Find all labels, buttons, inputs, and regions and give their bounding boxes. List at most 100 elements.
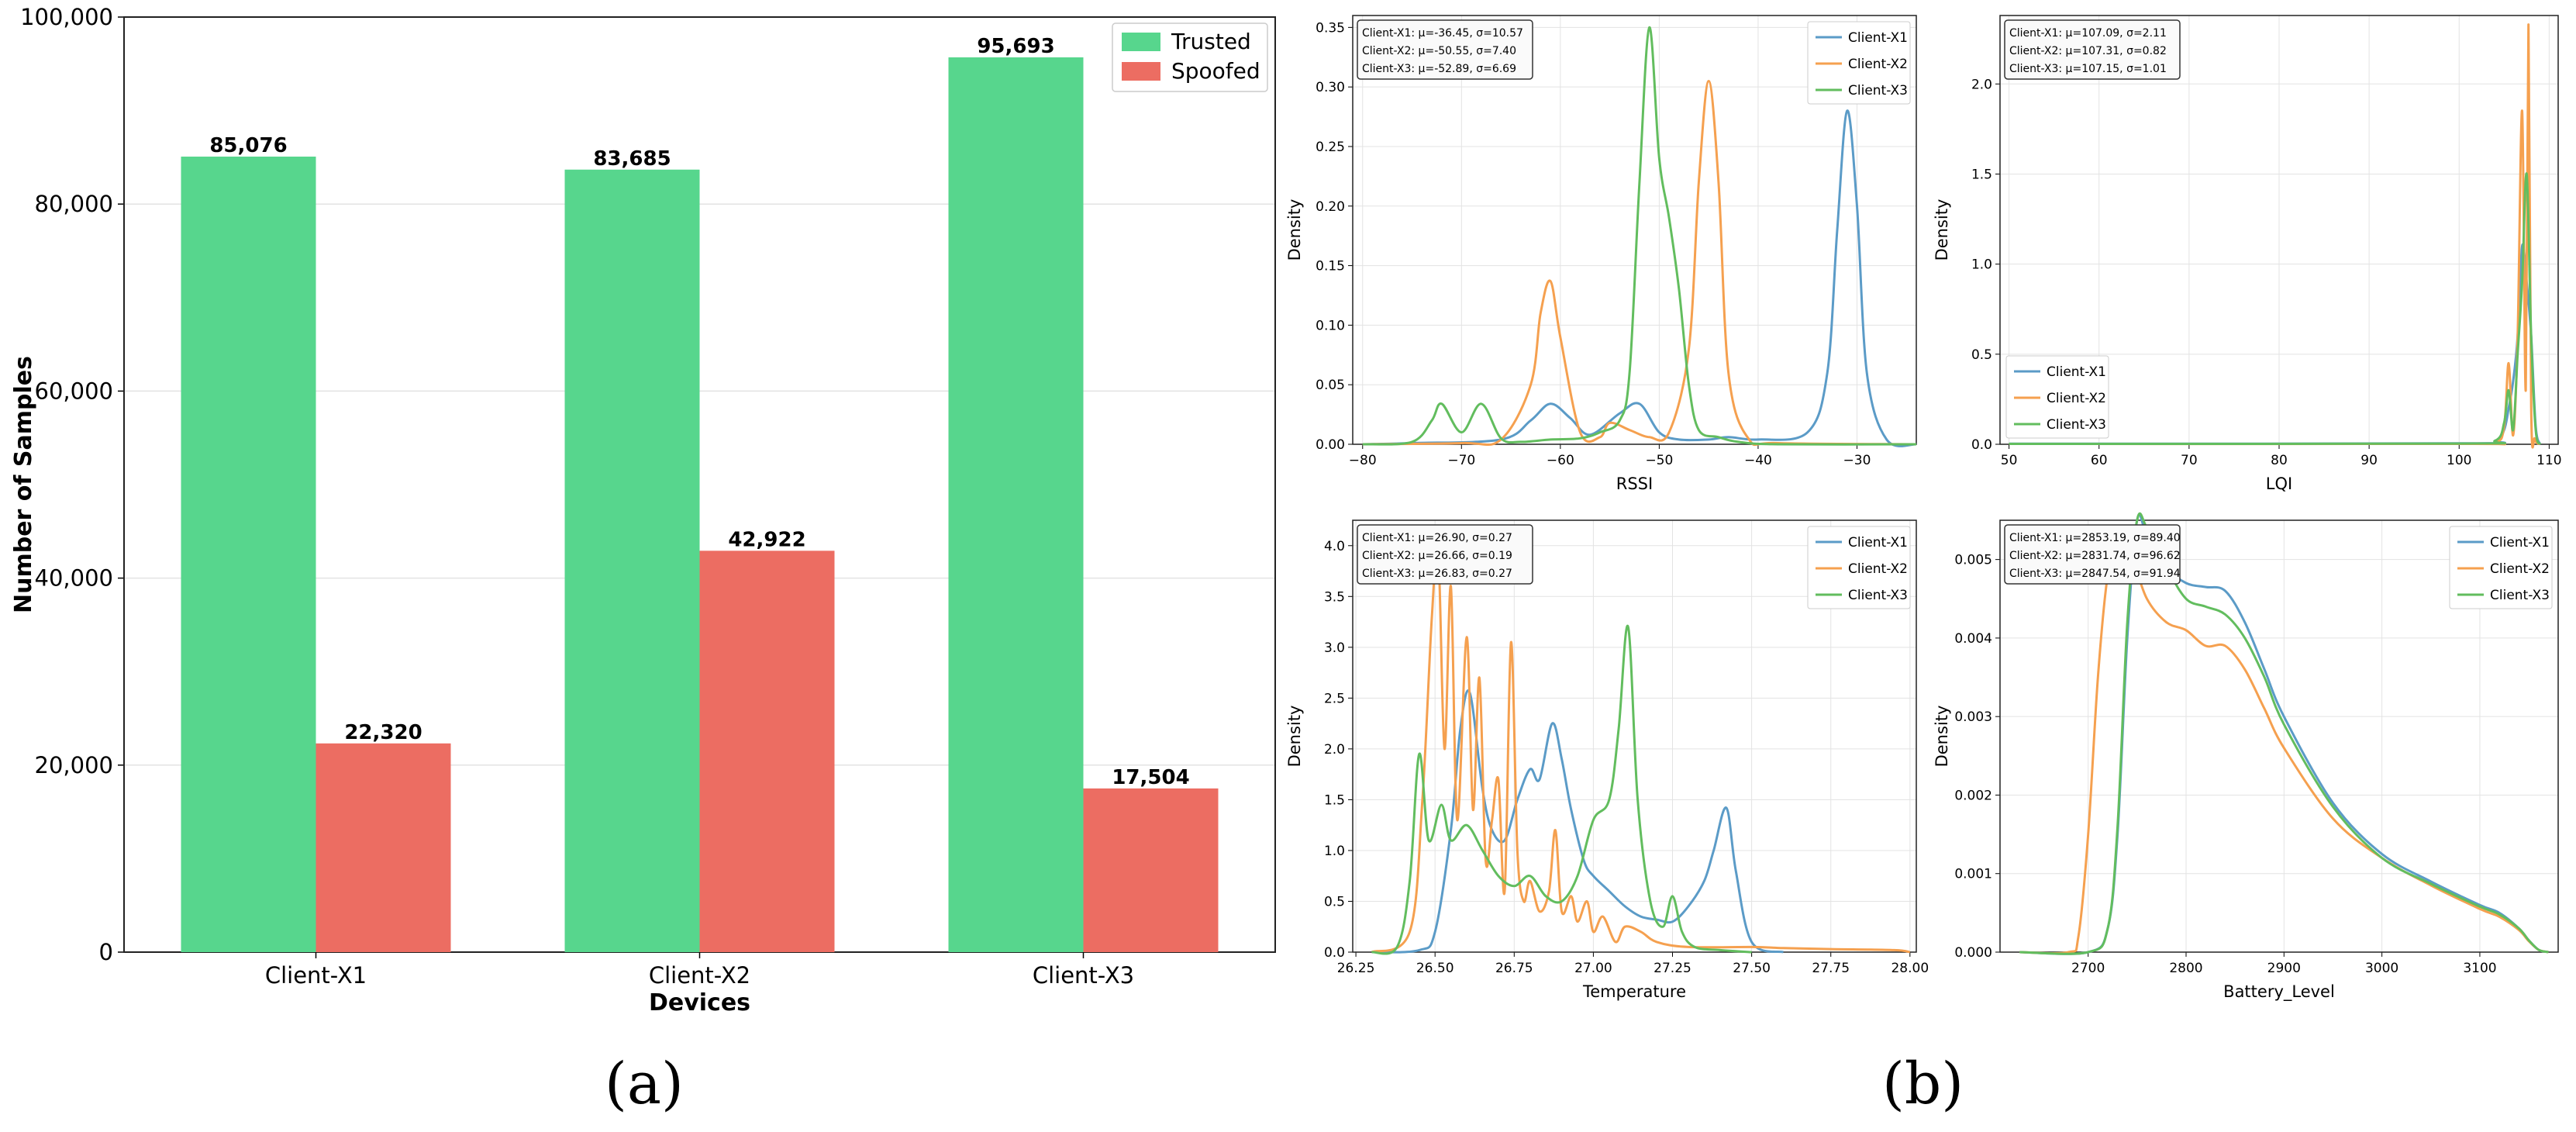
y-tick-label: 3.5 bbox=[1324, 589, 1345, 605]
stats-line: Client-X3: μ=-52.89, σ=6.69 bbox=[1362, 63, 1516, 75]
y-tick-label: 0.30 bbox=[1316, 80, 1345, 95]
plot-frame bbox=[1352, 15, 1917, 445]
legend-box bbox=[2449, 526, 2553, 609]
y-axis-label: Number of Samples bbox=[10, 356, 37, 613]
y-axis-label: Density bbox=[1933, 706, 1951, 768]
x-tick-label: 80 bbox=[2271, 453, 2288, 468]
data-label: 22,320 bbox=[344, 721, 422, 744]
series-lines bbox=[1362, 26, 1917, 447]
x-tick-label: 110 bbox=[2536, 453, 2561, 468]
legend-box bbox=[1807, 526, 1911, 609]
legend-label: Client-X3 bbox=[1848, 588, 1908, 603]
x-axis-label: Temperature bbox=[1582, 982, 1686, 1001]
x-tick-label: 26.75 bbox=[1495, 961, 1533, 976]
y-tick-label: 2.0 bbox=[1971, 77, 1992, 92]
x-tick-label: −50 bbox=[1645, 453, 1673, 468]
y-tick-label: 0 bbox=[99, 939, 113, 965]
x-axis-label: Devices bbox=[649, 989, 750, 1016]
y-tick-label: 0.15 bbox=[1316, 259, 1345, 274]
stats-line: Client-X2: μ=107.31, σ=0.82 bbox=[2009, 45, 2167, 57]
y-tick-label: 2.5 bbox=[1324, 691, 1345, 706]
y-tick-label: 0.001 bbox=[1954, 867, 1992, 882]
x-tick-label: 28.00 bbox=[1891, 961, 1929, 976]
legend-swatch bbox=[1122, 62, 1160, 81]
caption-a: (a) bbox=[605, 1051, 684, 1117]
data-label: 85,076 bbox=[209, 134, 287, 157]
x-tick-label: 90 bbox=[2360, 453, 2378, 468]
x-tick-label: 2900 bbox=[2267, 961, 2301, 976]
stats-line: Client-X1: μ=107.09, σ=2.11 bbox=[2009, 27, 2167, 40]
legend-label: Client-X2 bbox=[1848, 57, 1908, 72]
y-tick-label: 80,000 bbox=[35, 191, 113, 217]
line-client-x2 bbox=[2019, 542, 2549, 954]
line-client-x3 bbox=[1371, 624, 1752, 955]
legend-box bbox=[1807, 21, 1911, 105]
x-tick-label: 27.50 bbox=[1733, 961, 1771, 976]
y-tick-label: 0.35 bbox=[1316, 20, 1345, 36]
legend-label: Client-X2 bbox=[2490, 561, 2550, 577]
x-tick-label: Client-X3 bbox=[1033, 962, 1134, 989]
y-tick-label: 3.0 bbox=[1324, 640, 1345, 656]
line-client-x1 bbox=[1371, 689, 1784, 954]
bar-spoofed bbox=[316, 743, 451, 952]
y-axis-label: Density bbox=[1285, 199, 1304, 261]
line-client-x2 bbox=[1371, 544, 1911, 954]
legend-label: Client-X1 bbox=[1848, 535, 1908, 550]
x-tick-label: −30 bbox=[1843, 453, 1871, 468]
y-tick-label: 0.20 bbox=[1316, 199, 1345, 215]
stats-line: Client-X2: μ=-50.55, σ=7.40 bbox=[1362, 45, 1516, 57]
y-tick-label: 0.5 bbox=[1324, 894, 1345, 909]
y-tick-label: 40,000 bbox=[35, 565, 113, 592]
plot-frame bbox=[1352, 519, 1917, 953]
x-axis-label: RSSI bbox=[1616, 475, 1653, 493]
bar-spoofed bbox=[1083, 788, 1219, 952]
legend-label: Client-X3 bbox=[2490, 588, 2550, 603]
bar-trusted bbox=[564, 169, 700, 952]
x-axis-label: Battery_Level bbox=[2223, 982, 2335, 1002]
y-tick-label: 0.002 bbox=[1954, 788, 1992, 803]
legend-label: Client-X3 bbox=[2047, 417, 2106, 433]
legend-swatch bbox=[1122, 33, 1160, 51]
series-lines bbox=[1371, 544, 1911, 955]
stats-line: Client-X3: μ=26.83, σ=0.27 bbox=[1362, 568, 1512, 580]
y-tick-label: 1.5 bbox=[1324, 792, 1345, 808]
stats-line: Client-X1: μ=2853.19, σ=89.40 bbox=[2009, 532, 2181, 544]
y-tick-label: 4.0 bbox=[1324, 539, 1345, 554]
x-tick-label: 100 bbox=[2447, 453, 2471, 468]
x-tick-label: 26.50 bbox=[1416, 961, 1454, 976]
line-client-x2 bbox=[1362, 79, 1917, 447]
stats-line: Client-X3: μ=107.15, σ=1.01 bbox=[2009, 63, 2167, 75]
data-label: 17,504 bbox=[1112, 766, 1189, 789]
caption-b: (b) bbox=[1882, 1051, 1964, 1117]
x-tick-label: 2800 bbox=[2169, 961, 2202, 976]
legend-label: Client-X1 bbox=[2047, 364, 2106, 380]
y-tick-label: 20,000 bbox=[35, 752, 113, 778]
series-lines bbox=[2009, 23, 2542, 449]
legend-label: Client-X2 bbox=[2047, 391, 2106, 406]
x-tick-label: 3100 bbox=[2463, 961, 2496, 976]
bar-trusted bbox=[948, 57, 1084, 953]
line-client-x3 bbox=[2019, 513, 2549, 955]
y-tick-label: 0.05 bbox=[1316, 378, 1345, 393]
legend-label: Client-X2 bbox=[1848, 561, 1908, 577]
y-tick-label: 0.005 bbox=[1954, 553, 1992, 568]
y-tick-label: 0.000 bbox=[1954, 945, 1992, 961]
y-tick-label: 2.0 bbox=[1324, 742, 1345, 758]
stats-box bbox=[1357, 19, 1533, 80]
x-tick-label: 2700 bbox=[2071, 961, 2105, 976]
legend-label: Client-X1 bbox=[2490, 535, 2550, 550]
stats-box bbox=[2004, 524, 2181, 585]
legend-label: Client-X1 bbox=[1848, 30, 1908, 46]
stats-box bbox=[1357, 524, 1533, 585]
x-tick-label: −60 bbox=[1547, 453, 1574, 468]
stats-box bbox=[2004, 19, 2181, 80]
x-tick-label: 27.00 bbox=[1574, 961, 1612, 976]
y-tick-label: 0.003 bbox=[1954, 709, 1992, 725]
x-tick-label: Client-X1 bbox=[265, 962, 367, 989]
x-tick-label: 70 bbox=[2181, 453, 2198, 468]
stats-line: Client-X2: μ=2831.74, σ=96.62 bbox=[2009, 550, 2181, 562]
y-tick-label: 60,000 bbox=[35, 378, 113, 404]
x-tick-label: 60 bbox=[2091, 453, 2108, 468]
data-label: 95,693 bbox=[977, 35, 1054, 58]
x-tick-label: Client-X2 bbox=[649, 962, 750, 989]
